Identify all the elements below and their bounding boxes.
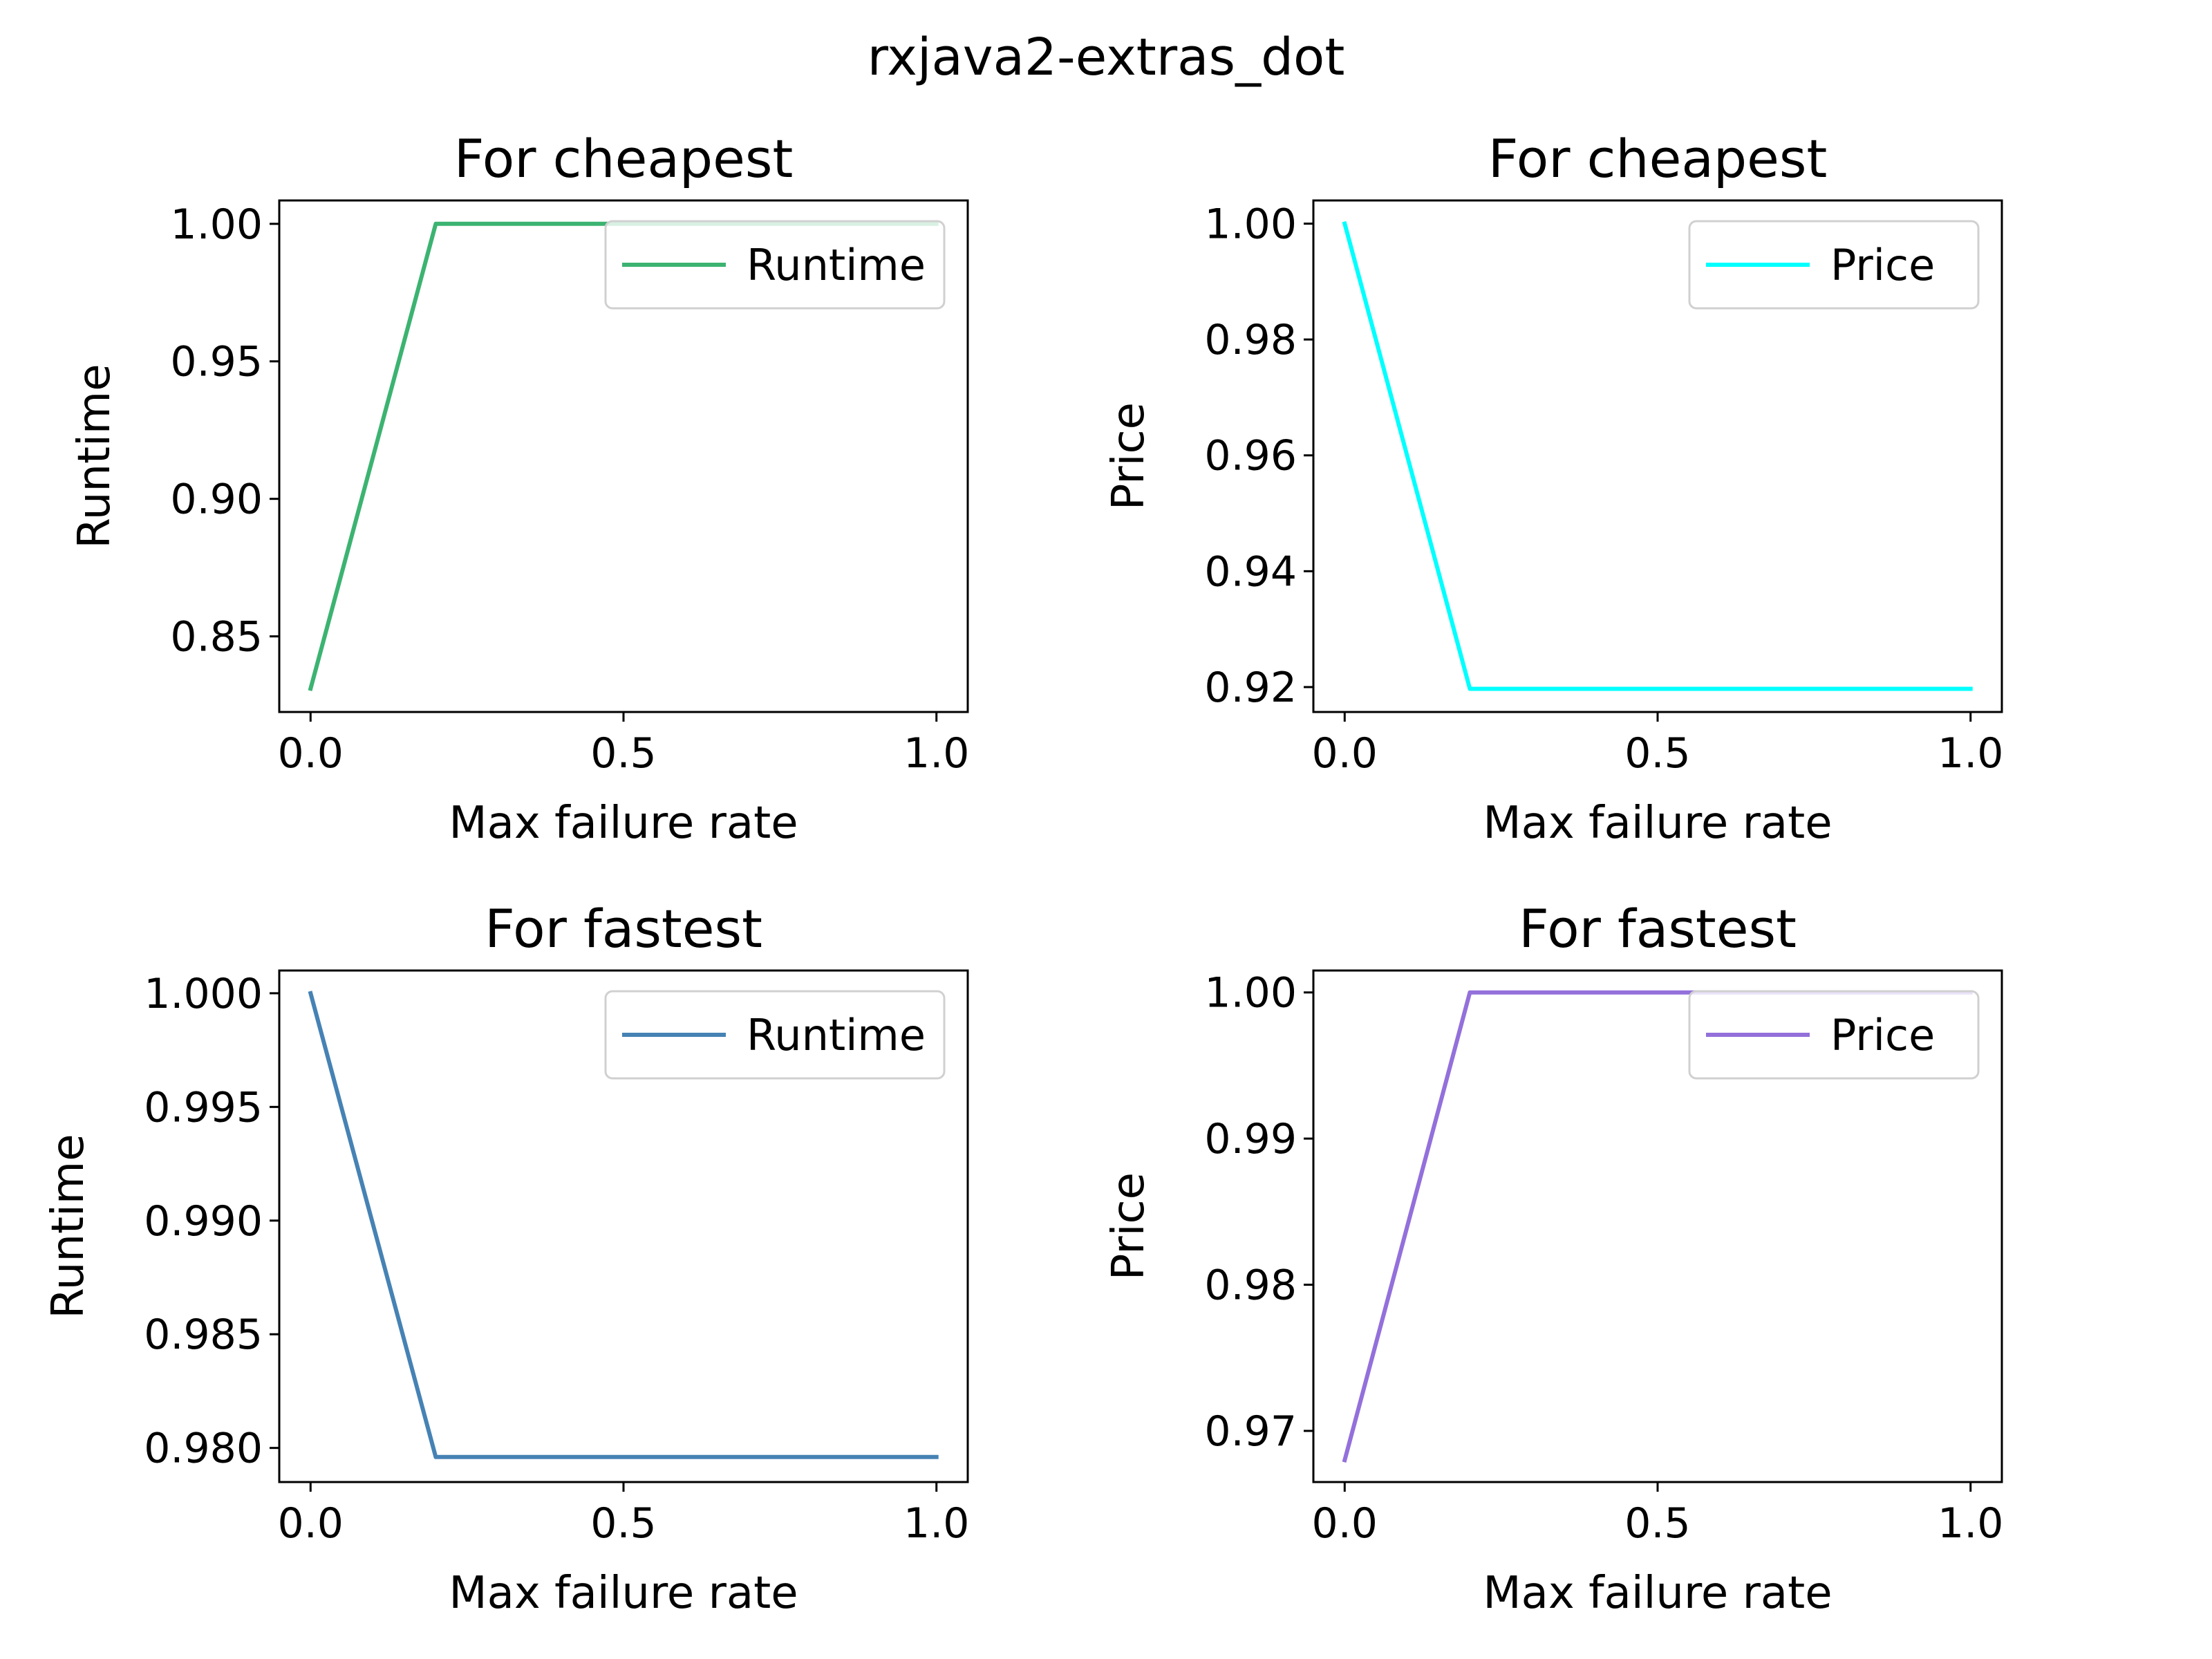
y-tick-label: 1.00 <box>170 200 263 249</box>
legend-fastest-runtime: Runtime <box>604 990 946 1080</box>
y-tick-label: 1.00 <box>1204 200 1297 249</box>
y-tick-label: 0.96 <box>1204 432 1297 480</box>
x-tick-label: 1.0 <box>1938 729 2003 778</box>
legend-fastest-price: Price <box>1688 990 1980 1080</box>
x-axis-label: Max failure rate <box>1483 798 1832 849</box>
legend-box <box>1688 220 1980 310</box>
y-tick-label: 0.995 <box>144 1083 263 1132</box>
subplot-fastest-runtime: 0.0 0.5 1.0 0.980 0.985 0.990 0.995 1.000 For fa… <box>43 898 969 1619</box>
subplot-title: For cheapest <box>1488 128 1828 189</box>
x-tick-label: 0.0 <box>278 1499 344 1548</box>
y-tick-label: 0.980 <box>144 1425 263 1473</box>
x-axis-label: Max failure rate <box>1483 1568 1832 1619</box>
subplot-title: For cheapest <box>454 128 794 189</box>
y-tick-label: 0.95 <box>170 338 263 386</box>
x-tick-label: 0.5 <box>1624 1499 1690 1548</box>
y-axis-label: Runtime <box>43 1134 94 1318</box>
x-axis-label: Max failure rate <box>449 798 798 849</box>
legend-label: Price <box>1830 240 1935 290</box>
y-axis-label: Price <box>1103 1172 1154 1280</box>
y-tick-label: 0.85 <box>170 613 263 662</box>
subplot-fastest-price: 0.0 0.5 1.0 0.97 0.98 0.99 1.00 For fastest Max … <box>1103 898 2003 1619</box>
x-axis-label: Max failure rate <box>449 1568 798 1619</box>
legend-label: Runtime <box>747 240 926 290</box>
legend-cheapest-runtime: Runtime <box>604 220 946 310</box>
x-tick-label: 0.5 <box>590 1499 656 1548</box>
x-tick-label: 0.0 <box>278 729 344 778</box>
x-tick-label: 1.0 <box>903 1499 969 1548</box>
legend-cheapest-price: Price <box>1688 220 1980 310</box>
y-tick-label: 0.98 <box>1204 1262 1297 1310</box>
legend-box <box>604 220 946 310</box>
x-tick-label: 1.0 <box>903 729 969 778</box>
series-line-fastest-runtime <box>308 991 939 1459</box>
figure-suptitle: rxjava2-extras_dot <box>868 28 1345 87</box>
y-tick-label: 0.94 <box>1204 547 1297 596</box>
y-tick-label: 0.985 <box>144 1311 263 1359</box>
y-tick-label: 0.99 <box>1204 1115 1297 1163</box>
legend-box <box>604 990 946 1080</box>
x-tick-label: 0.0 <box>1312 1499 1378 1548</box>
legend-label: Price <box>1830 1010 1935 1060</box>
y-tick-label: 0.90 <box>170 476 263 524</box>
legend-box <box>1688 990 1980 1080</box>
y-tick-label: 0.98 <box>1204 316 1297 364</box>
legend-label: Runtime <box>747 1010 926 1060</box>
subplot-cheapest-runtime: 0.0 0.5 1.0 0.85 0.90 0.95 1.00 For cheapest Max… <box>69 128 969 849</box>
y-tick-label: 1.00 <box>1204 969 1297 1018</box>
y-axis-label: Price <box>1103 402 1154 510</box>
y-tick-label: 0.92 <box>1204 664 1297 712</box>
subplot-title: For fastest <box>1519 898 1797 959</box>
y-tick-label: 0.97 <box>1204 1407 1297 1456</box>
x-tick-label: 0.5 <box>590 729 656 778</box>
series-line-cheapest-price <box>1342 221 1973 691</box>
subplots: 0.0 0.5 1.0 0.85 0.90 0.95 1.00 For cheapest Max… <box>43 128 2003 1619</box>
y-tick-label: 0.990 <box>144 1197 263 1246</box>
x-tick-label: 0.5 <box>1624 729 1690 778</box>
y-axis-label: Runtime <box>69 364 120 548</box>
y-tick-label: 1.000 <box>144 970 263 1018</box>
subplot-cheapest-price: 0.0 0.5 1.0 0.92 0.94 0.96 0.98 1.00 For cheapes… <box>1103 128 2003 849</box>
subplot-title: For fastest <box>485 898 762 959</box>
x-tick-label: 1.0 <box>1938 1499 2003 1548</box>
x-tick-label: 0.0 <box>1312 729 1378 778</box>
